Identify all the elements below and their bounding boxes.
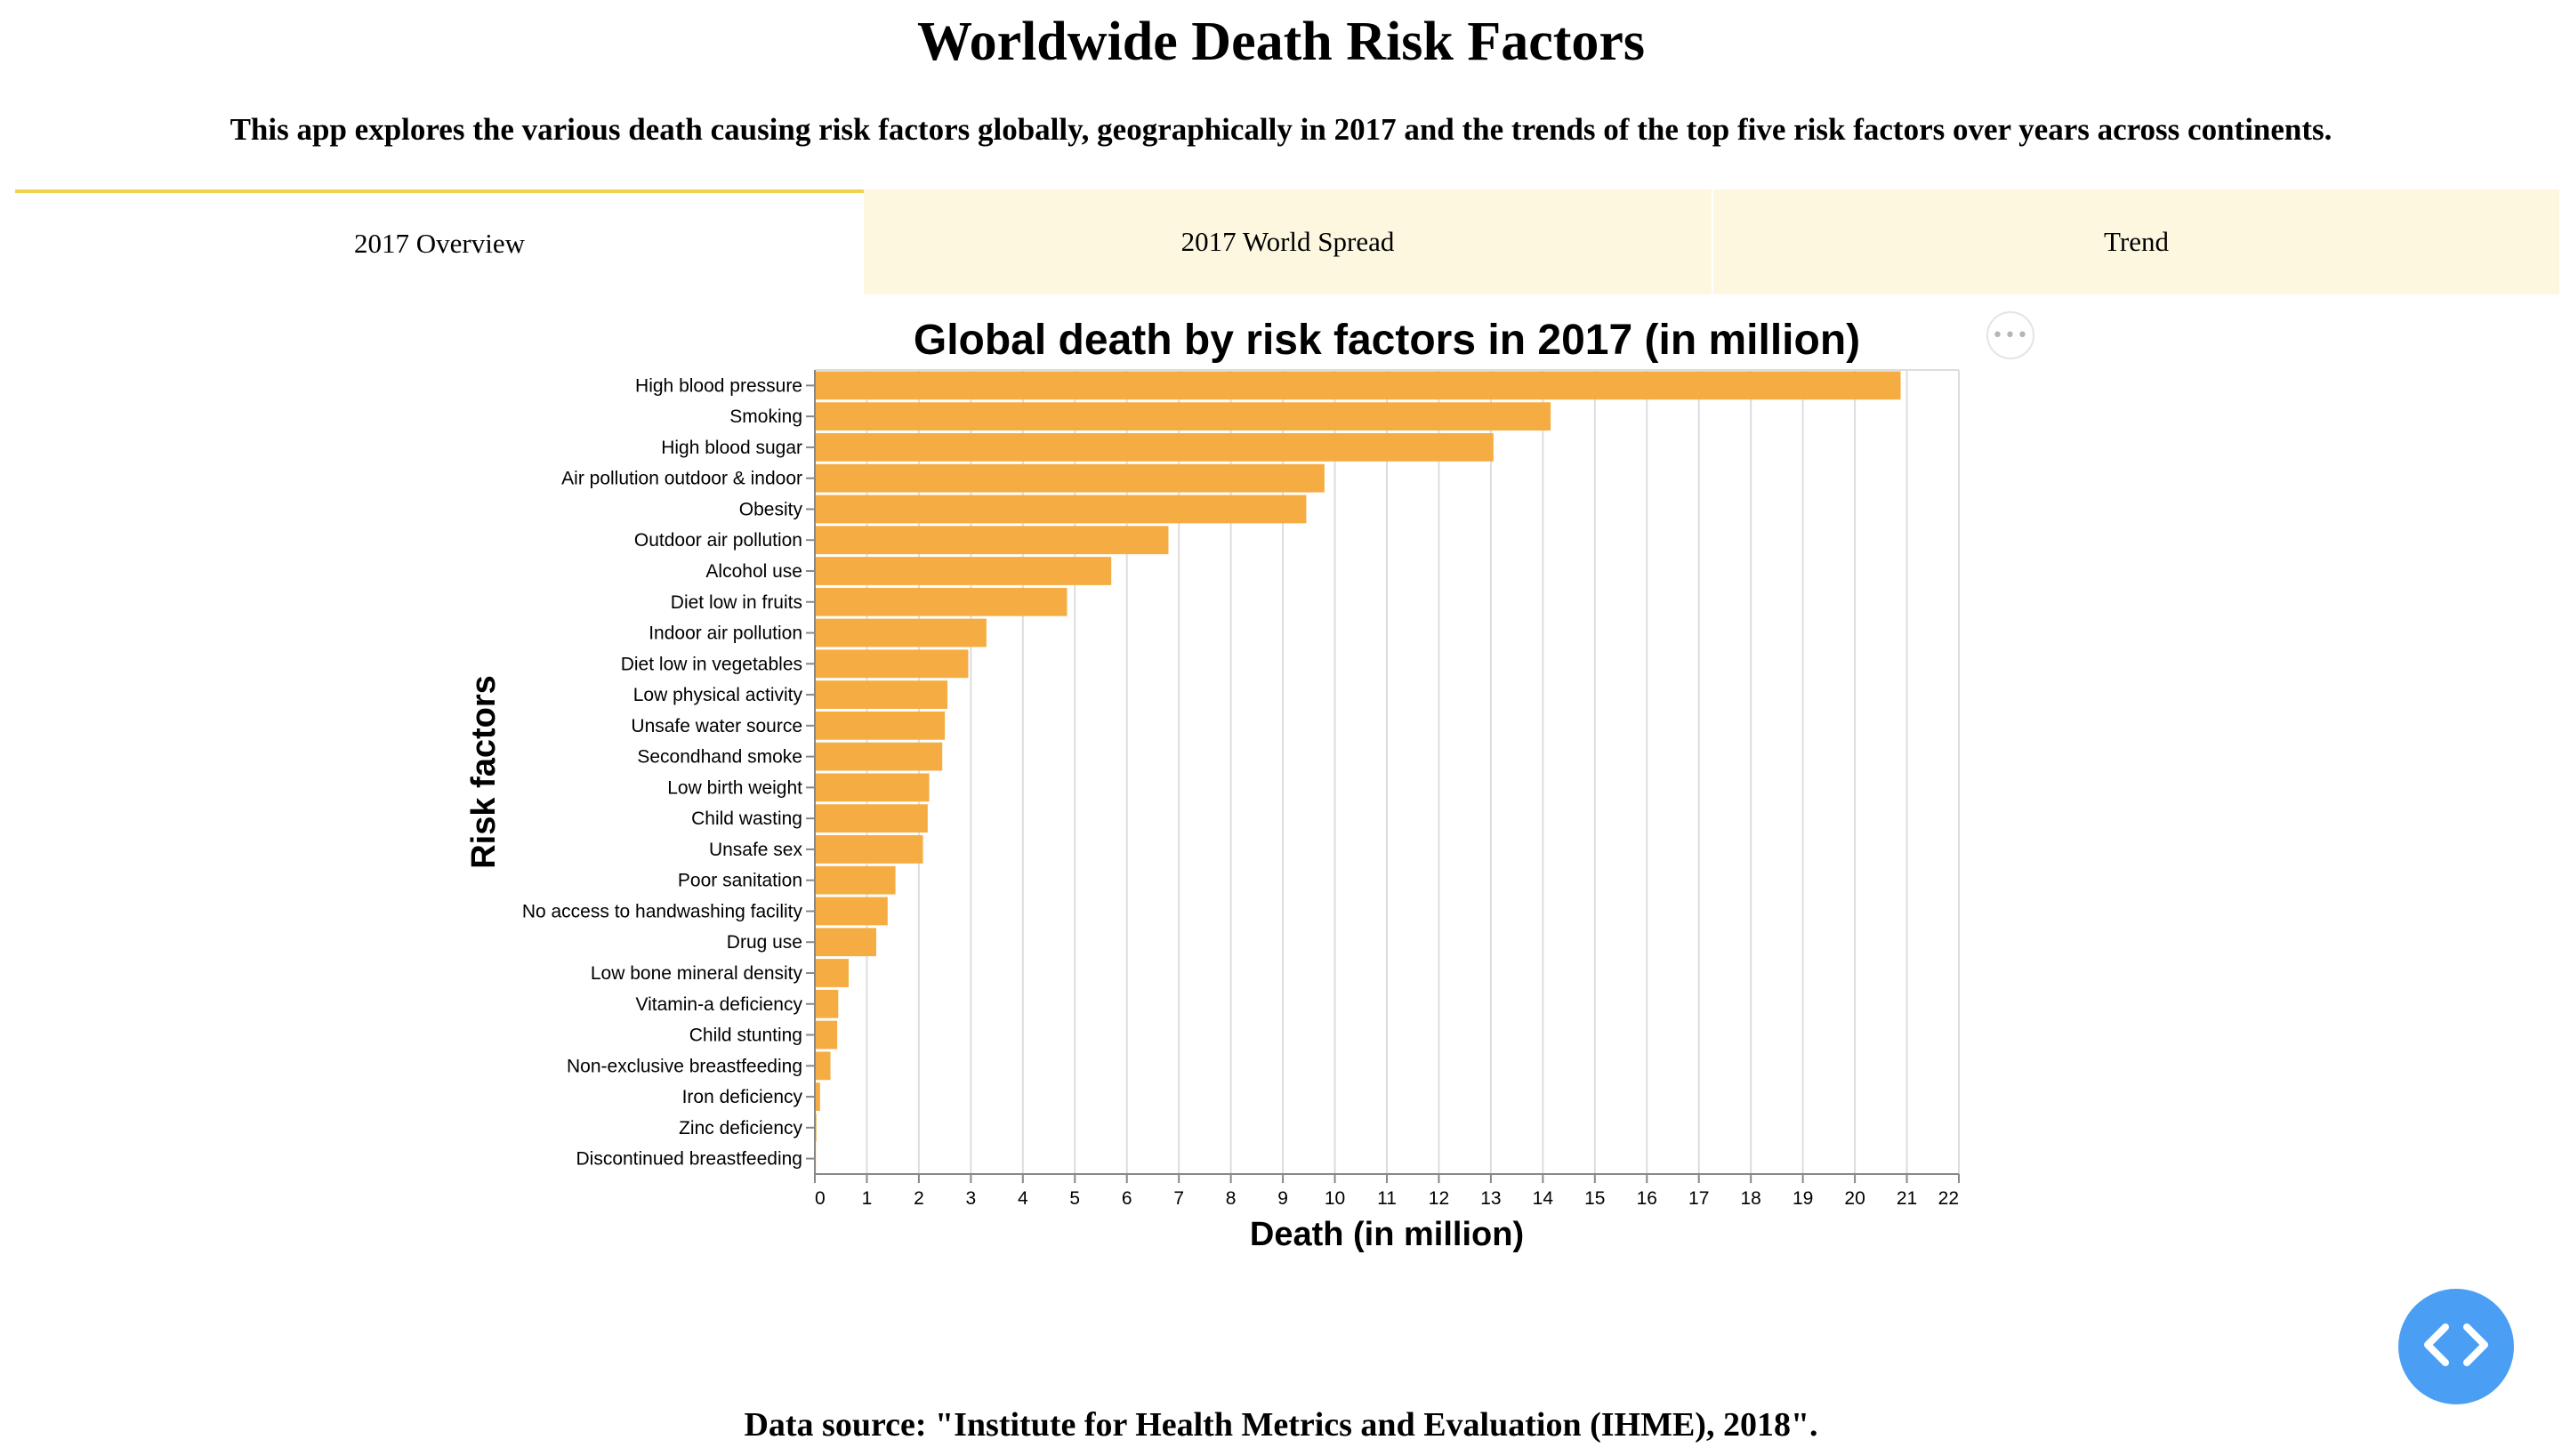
- code-toggle-button[interactable]: [2398, 1289, 2514, 1404]
- x-tick-label: 6: [1122, 1188, 1132, 1209]
- bar: [815, 711, 946, 740]
- y-tick-label: Diet low in vegetables: [621, 654, 802, 674]
- x-tick-label: 4: [1018, 1188, 1028, 1209]
- y-tick-label: No access to handwashing facility: [522, 901, 803, 921]
- x-tick-label: 3: [966, 1188, 977, 1209]
- y-tick-label: Air pollution outdoor & indoor: [561, 469, 802, 489]
- x-tick-label: 19: [1793, 1188, 1813, 1209]
- x-tick-label: 7: [1173, 1188, 1184, 1209]
- bar: [815, 989, 839, 1018]
- bar: [815, 463, 1325, 493]
- y-tick-label: Low physical activity: [633, 685, 803, 705]
- y-tick-label: Vitamin-a deficiency: [635, 994, 802, 1015]
- bar: [815, 495, 1307, 524]
- x-tick-label: 17: [1688, 1188, 1709, 1209]
- y-tick-label: Drug use: [727, 932, 802, 953]
- x-tick-label: 1: [862, 1188, 873, 1209]
- bar: [815, 959, 849, 987]
- ellipsis-icon: •••: [1992, 324, 2029, 347]
- y-tick-label: Secondhand smoke: [637, 747, 802, 768]
- tab-trend[interactable]: Trend: [1712, 189, 2559, 294]
- bar: [815, 865, 896, 895]
- chart-title: Global death by risk factors in 2017 (in…: [914, 317, 1860, 364]
- bar: [815, 804, 928, 833]
- y-tick-label: Alcohol use: [705, 561, 802, 582]
- y-tick-label: Discontinued breastfeeding: [576, 1149, 802, 1170]
- bar: [815, 897, 888, 926]
- bar: [815, 773, 930, 802]
- y-tick-label: Diet low in fruits: [671, 592, 802, 613]
- y-tick-label: Low birth weight: [667, 777, 802, 798]
- y-tick-label: Smoking: [729, 406, 802, 427]
- y-tick-label: High blood sugar: [661, 438, 802, 458]
- bar: [815, 1020, 838, 1050]
- page-title: Worldwide Death Risk Factors: [916, 12, 1646, 72]
- x-tick-label: 20: [1844, 1188, 1865, 1209]
- x-tick-label: 21: [1897, 1188, 1917, 1209]
- bar: [815, 587, 1068, 616]
- y-tick-label: Poor sanitation: [678, 871, 802, 891]
- tab-2017-world-spread[interactable]: 2017 World Spread: [864, 189, 1712, 294]
- x-tick-label: 11: [1377, 1188, 1397, 1209]
- y-axis-title: Risk factors: [465, 675, 503, 869]
- y-tick-label: Unsafe water source: [631, 716, 802, 736]
- bar: [815, 402, 1551, 431]
- x-tick-label: 18: [1741, 1188, 1761, 1209]
- x-axis-title: Death (in million): [1250, 1216, 1524, 1253]
- x-tick-label: 16: [1637, 1188, 1657, 1209]
- code-icon: [2419, 1320, 2494, 1374]
- bar: [815, 371, 1901, 400]
- y-tick-label: Unsafe sex: [709, 840, 803, 860]
- chart-menu-button[interactable]: •••: [1986, 311, 2034, 359]
- bar: [815, 1082, 820, 1111]
- y-tick-label: Child stunting: [689, 1026, 802, 1046]
- bar: [815, 526, 1169, 555]
- x-tick-label: 9: [1277, 1188, 1288, 1209]
- tab-2017-overview[interactable]: 2017 Overview: [15, 189, 864, 294]
- bar: [815, 649, 969, 679]
- bar: [815, 928, 876, 957]
- bar: [815, 618, 987, 648]
- x-tick-label: 12: [1429, 1188, 1449, 1209]
- x-tick-label: 14: [1533, 1188, 1554, 1209]
- y-tick-label: High blood pressure: [635, 375, 802, 396]
- y-tick-label: Indoor air pollution: [649, 623, 802, 644]
- bar: [815, 1051, 831, 1081]
- bar: [815, 557, 1112, 585]
- page-subtitle: This app explores the various death caus…: [230, 112, 2332, 147]
- x-tick-label: 22: [1938, 1188, 1959, 1209]
- x-tick-label: 5: [1069, 1188, 1080, 1209]
- bar: [815, 742, 943, 771]
- bar: [815, 680, 948, 709]
- x-tick-label: 13: [1480, 1188, 1501, 1209]
- x-tick-label: 10: [1325, 1188, 1345, 1209]
- y-tick-label: Obesity: [739, 499, 803, 519]
- y-tick-label: Iron deficiency: [682, 1087, 803, 1107]
- tab-bar: 2017 Overview 2017 World Spread Trend: [15, 189, 2559, 294]
- y-tick-label: Zinc deficiency: [679, 1118, 802, 1138]
- x-tick-label: 15: [1584, 1188, 1605, 1209]
- x-tick-label: 2: [914, 1188, 924, 1209]
- y-tick-label: Outdoor air pollution: [634, 530, 802, 551]
- y-tick-label: Non-exclusive breastfeeding: [567, 1056, 802, 1076]
- y-tick-label: Child wasting: [691, 808, 802, 829]
- x-tick-label: 0: [815, 1188, 826, 1209]
- bar: [815, 433, 1494, 462]
- bar: [815, 835, 923, 864]
- x-tick-label: 8: [1226, 1188, 1237, 1209]
- data-source-footer: Data source: "Institute for Health Metri…: [744, 1406, 1818, 1444]
- y-tick-label: Low bone mineral density: [591, 963, 803, 984]
